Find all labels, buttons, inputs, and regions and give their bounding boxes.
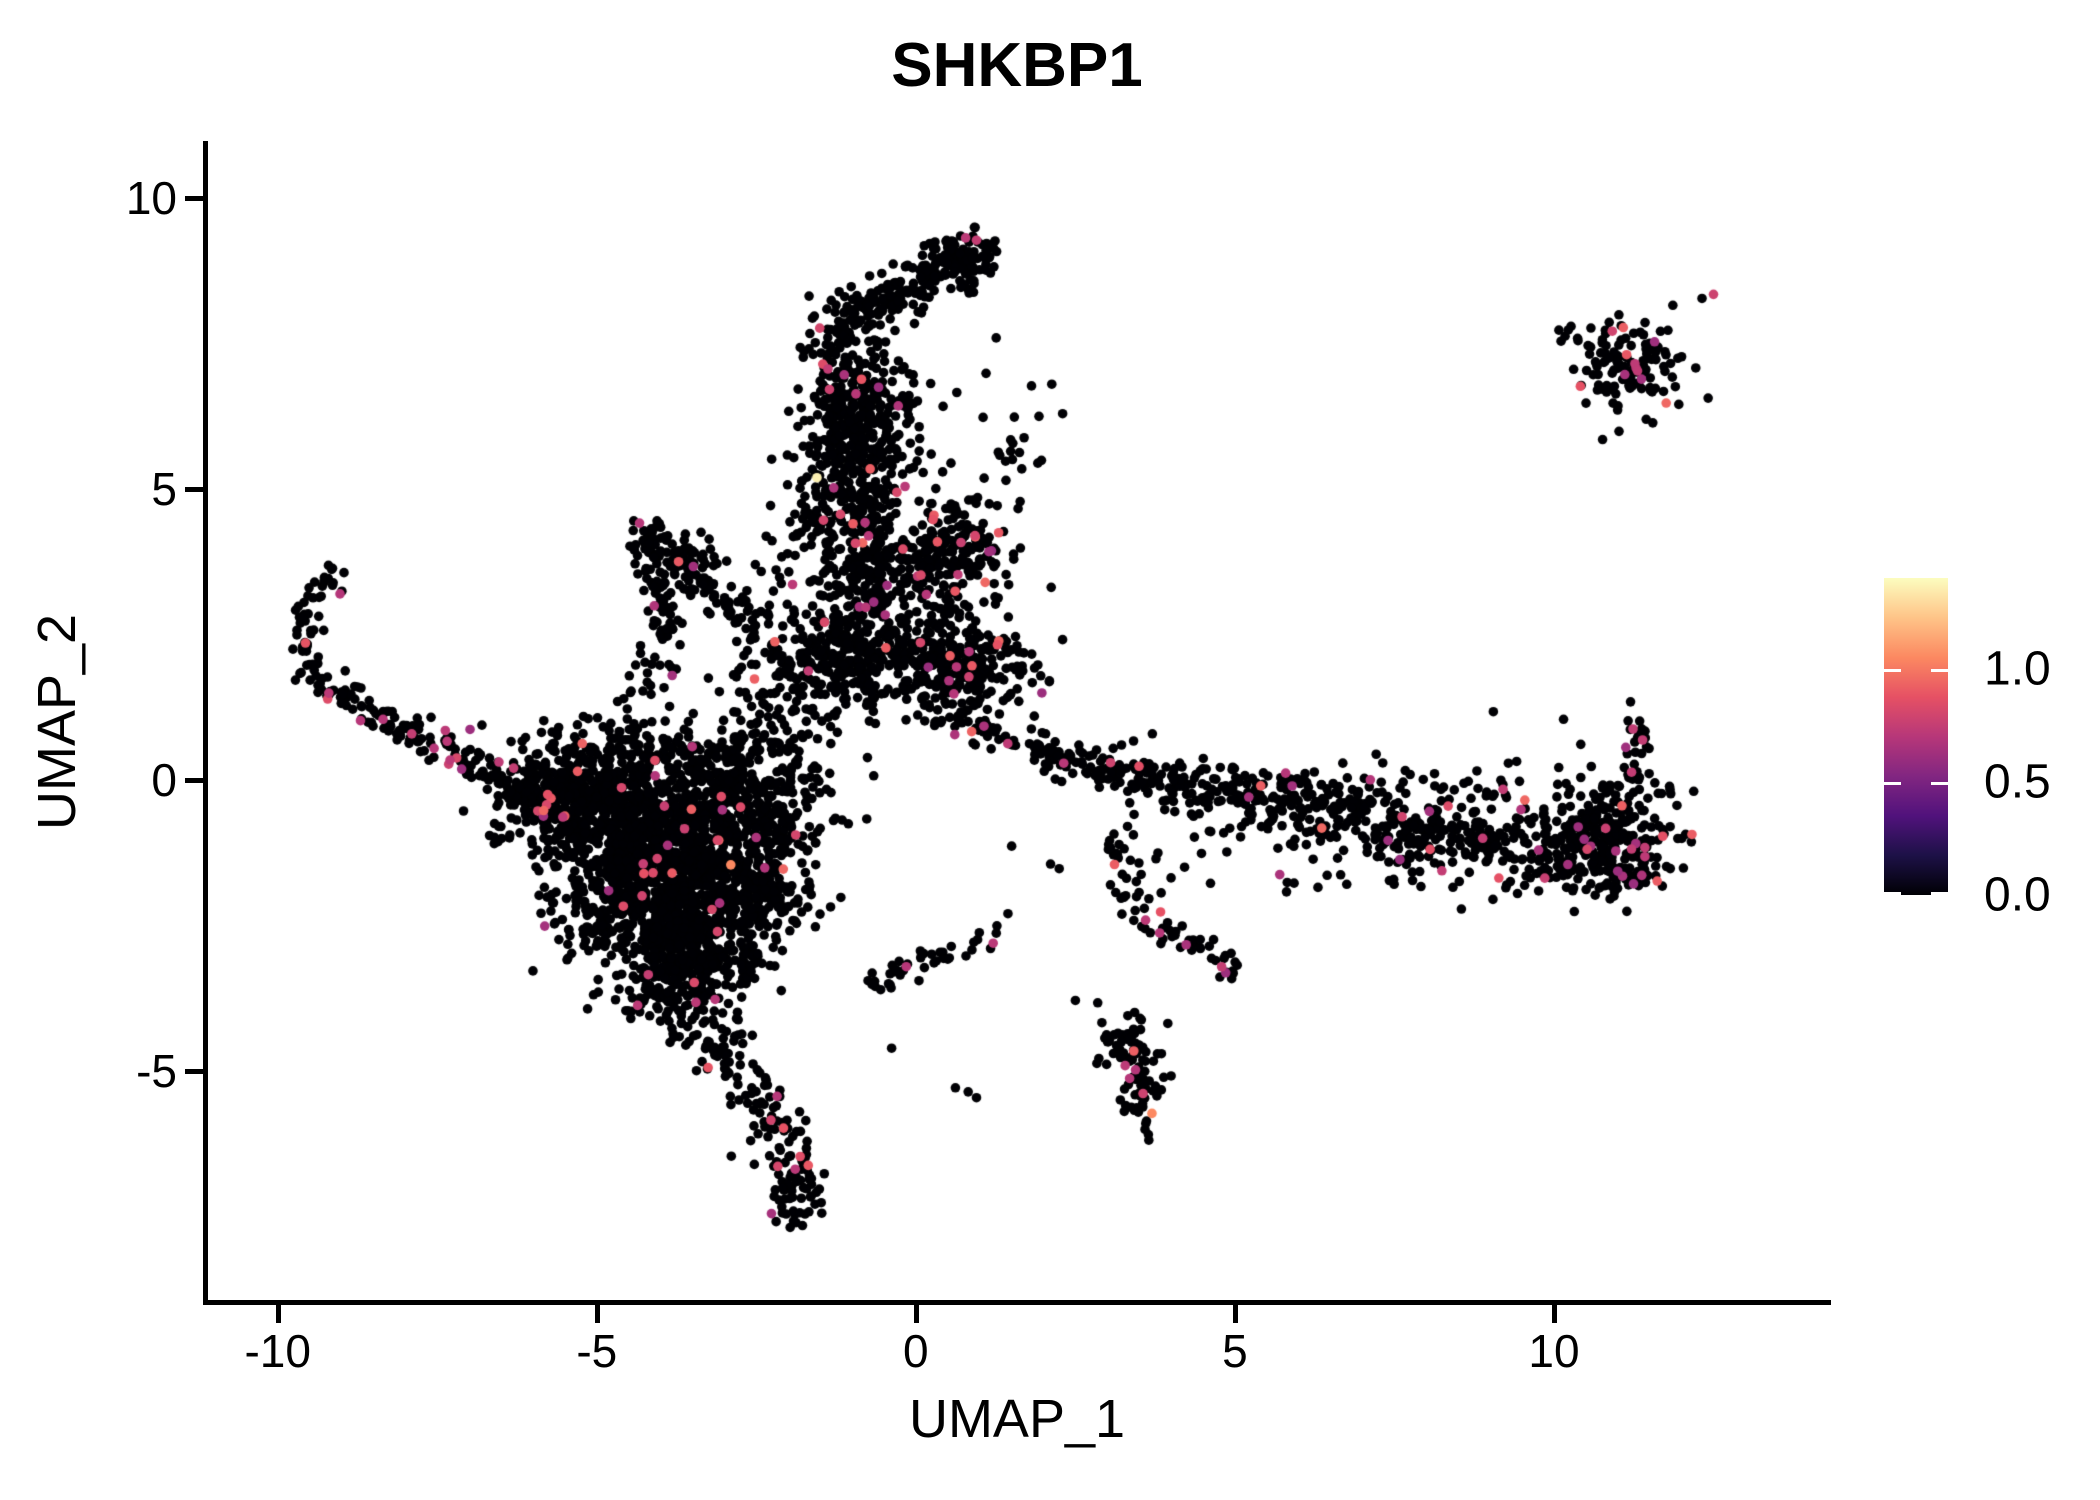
x-tick-label: -10 xyxy=(244,1325,311,1377)
colorbar-tick-label: 0.0 xyxy=(1984,868,2051,922)
y-tick-label: 5 xyxy=(151,463,177,516)
x-tick-label: 5 xyxy=(1222,1325,1248,1377)
colorbar-tick-mark xyxy=(1931,892,1948,895)
colorbar-tick-mark xyxy=(1931,668,1948,672)
x-tick-label: 0 xyxy=(903,1325,929,1377)
x-tick-label: 10 xyxy=(1528,1325,1580,1377)
colorbar-tick-label: 1.0 xyxy=(1984,642,2051,696)
x-tick-mark xyxy=(594,1305,600,1323)
y-tick-label: 10 xyxy=(125,172,177,225)
colorbar-tick-mark xyxy=(1884,668,1901,672)
y-tick-label: 0 xyxy=(151,754,177,807)
y-tick-mark xyxy=(185,778,203,784)
colorbar-tick-mark xyxy=(1884,892,1901,895)
x-tick-mark xyxy=(913,1305,919,1323)
colorbar-tick-mark xyxy=(1931,781,1948,785)
y-axis-line xyxy=(203,141,208,1305)
y-tick-label: -5 xyxy=(136,1045,177,1098)
expression-colorbar xyxy=(1884,578,1948,895)
y-tick-mark xyxy=(185,196,203,202)
colorbar-tick-label: 0.5 xyxy=(1984,755,2051,809)
colorbar-tick-mark xyxy=(1884,781,1901,785)
y-tick-mark xyxy=(185,487,203,493)
y-axis-title: UMAP_2 xyxy=(27,613,87,831)
x-tick-mark xyxy=(1551,1305,1557,1323)
y-tick-mark xyxy=(185,1069,203,1075)
x-tick-mark xyxy=(275,1305,281,1323)
x-axis-title: UMAP_1 xyxy=(908,1389,1126,1449)
x-tick-mark xyxy=(1232,1305,1238,1323)
page-title: SHKBP1 xyxy=(891,31,1143,100)
x-axis-line xyxy=(203,1300,1831,1305)
x-tick-label: -5 xyxy=(576,1325,618,1377)
